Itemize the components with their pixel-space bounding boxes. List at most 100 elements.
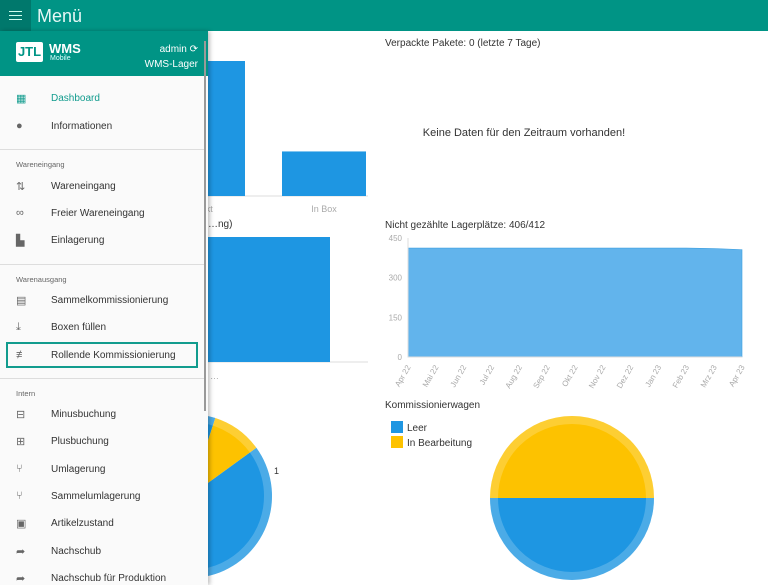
y-tick-label: 0 <box>398 353 403 362</box>
area-series <box>407 247 743 358</box>
sidebar-item-label: Rollende Kommissionierung <box>51 349 176 361</box>
chart-title: Kommissionierwagen <box>385 400 480 411</box>
x-tick-label: Apr 22 <box>393 363 413 388</box>
freier-wareneingang-icon: ∞ <box>16 207 24 219</box>
chart-title: …ng) <box>208 219 232 230</box>
dashboard-icon: ▦ <box>16 92 27 105</box>
app-bar <box>0 0 768 31</box>
warehouse-name[interactable]: WMS-Lager <box>144 59 198 70</box>
section-title: Wareneingang <box>16 160 65 169</box>
sidebar-item-dashboard[interactable]: ▦ Dashboard <box>0 85 206 111</box>
legend-label: In Bearbeitung <box>407 438 472 449</box>
x-tick-label: Jun 22 <box>449 363 469 389</box>
sidebar-item-sammelkommissionierung[interactable]: ▤ Sammelkommissionierung <box>0 287 206 313</box>
sidebar-item-label: Dashboard <box>51 92 100 104</box>
artikelzustand-icon: ▣ <box>16 517 27 530</box>
x-tick-label: Okt 22 <box>560 363 580 388</box>
section-title: Warenausgang <box>16 275 67 284</box>
sidebar-item-umlagerung[interactable]: ⑂ Umlagerung <box>0 456 206 482</box>
sammelkommissionierung-icon: ▤ <box>16 294 27 307</box>
x-tick-label: Mai 22 <box>421 363 441 389</box>
user-name: admin <box>159 44 187 55</box>
sync-icon[interactable]: ⟳ <box>189 44 198 55</box>
sidebar-item-boxen-fuellen[interactable]: ⤓ Boxen füllen <box>0 314 206 340</box>
sidebar-item-label: Artikelzustand <box>51 517 114 529</box>
nachschub-fuer-produktion-icon: ➦ <box>16 572 26 585</box>
app-title: Menü <box>37 6 83 26</box>
section-title: Intern <box>16 389 36 398</box>
informationen-icon: ● <box>16 120 23 132</box>
scrollbar[interactable] <box>204 41 206 411</box>
plusbuchung-icon: ⊞ <box>16 435 26 448</box>
sidebar-item-wareneingang[interactable]: ⇅ Wareneingang <box>0 173 206 199</box>
x-tick-label: Feb 23 <box>671 363 692 390</box>
einlagerung-icon: ▙ <box>16 234 25 247</box>
divider <box>0 378 206 379</box>
chart-title: Nicht gezählte Lagerplätze: 406/412 <box>385 220 546 231</box>
pie-slice <box>490 416 654 498</box>
empty-message: Keine Daten für den Zeitraum vorhanden! <box>423 127 625 139</box>
menu-button[interactable] <box>0 0 31 31</box>
x-tick-label: Sep 22 <box>531 363 552 390</box>
y-tick-label: 450 <box>389 234 403 243</box>
sidebar-item-informationen[interactable]: ● Informationen <box>0 113 206 139</box>
jtl-logo: JTL <box>16 42 43 62</box>
nachschub-icon: ➦ <box>16 545 26 558</box>
x-tick-label: In Box <box>311 204 337 214</box>
sidebar-item-sammelumlagerung[interactable]: ⑂ Sammelumlagerung <box>0 483 206 509</box>
x-tick-label: Dez 22 <box>615 363 636 390</box>
sammelumlagerung-icon: ⑂ <box>16 490 23 502</box>
x-tick-label: Jan 23 <box>643 363 663 389</box>
x-tick-label: Aug 22 <box>504 363 525 390</box>
wareneingang-icon: ⇅ <box>16 180 26 193</box>
brand-sub: Mobile <box>50 55 71 62</box>
pie-slice <box>490 498 654 580</box>
sidebar-item-label: Plusbuchung <box>51 435 109 447</box>
sidebar-item-label: Minusbuchung <box>51 408 117 420</box>
sidebar-item-label: Wareneingang <box>51 180 116 192</box>
sidebar-item-label: Nachschub für Produktion <box>51 572 167 584</box>
sidebar-item-einlagerung[interactable]: ▙ Einlagerung <box>0 227 206 253</box>
legend-swatch-in-bearbeitung <box>391 436 403 448</box>
x-tick-label: Apr 23 <box>727 363 747 388</box>
legend-swatch-leer <box>391 421 403 433</box>
drawer-header: JTL WMS Mobile admin ⟳ WMS-Lager <box>0 31 208 76</box>
sidebar-item-minusbuchung[interactable]: ⊟ Minusbuchung <box>0 401 206 427</box>
sidebar-item-label: Boxen füllen <box>51 321 107 333</box>
hamburger-icon <box>9 14 22 17</box>
sidebar-item-label: Einlagerung <box>51 234 105 246</box>
umlagerung-icon: ⑂ <box>16 463 23 475</box>
chart-title: Verpackte Pakete: 0 (letzte 7 Tage) <box>385 38 540 49</box>
x-tick-label: … <box>210 371 219 381</box>
sidebar-item-label: Informationen <box>51 120 113 132</box>
dashboard-charts: …cktIn Box …ng) … Verpackte Pakete: 0 (l… <box>0 38 747 580</box>
brand-name: WMS <box>49 41 81 56</box>
sidebar-item-plusbuchung[interactable]: ⊞ Plusbuchung <box>0 428 206 454</box>
sidebar-item-label: Freier Wareneingang <box>51 207 145 219</box>
navigation-drawer: JTL WMS Mobile admin ⟳ WMS-Lager ▦ Dashbo… <box>0 31 208 585</box>
pie-data-label: 1 <box>274 466 279 476</box>
sidebar-item-label: Nachschub <box>51 545 102 557</box>
rollende-kommissionierung-icon: ≢ <box>16 349 27 361</box>
y-tick-label: 300 <box>389 274 403 283</box>
x-tick-label: Nov 22 <box>587 363 608 390</box>
sidebar-item-artikelzustand[interactable]: ▣ Artikelzustand <box>0 510 206 536</box>
sidebar-item-nachschub-fuer-produktion[interactable]: ➦ Nachschub für Produktion <box>0 565 206 585</box>
pie-rim <box>490 416 654 580</box>
minusbuchung-icon: ⊟ <box>16 408 26 421</box>
legend-label: Leer <box>407 423 428 434</box>
sidebar-item-nachschub[interactable]: ➦ Nachschub <box>0 538 206 564</box>
sidebar-item-label: Sammelumlagerung <box>51 490 141 502</box>
sidebar-item-freier-wareneingang[interactable]: ∞ Freier Wareneingang <box>0 200 206 226</box>
divider <box>0 264 206 265</box>
sidebar-item-label: Sammelkommissionierung <box>51 294 169 306</box>
user-info: admin ⟳ WMS-Lager <box>145 42 198 72</box>
divider <box>0 149 206 150</box>
sidebar-item-rollende-kommissionierung[interactable]: ≢ Rollende Kommissionierung <box>6 342 198 368</box>
sidebar-item-label: Umlagerung <box>51 463 106 475</box>
x-tick-label: Mrz 23 <box>699 363 719 389</box>
boxen-fuellen-icon: ⤓ <box>16 320 21 333</box>
y-tick-label: 150 <box>389 313 403 322</box>
bar <box>282 151 366 196</box>
x-tick-label: Jul 22 <box>478 363 497 386</box>
